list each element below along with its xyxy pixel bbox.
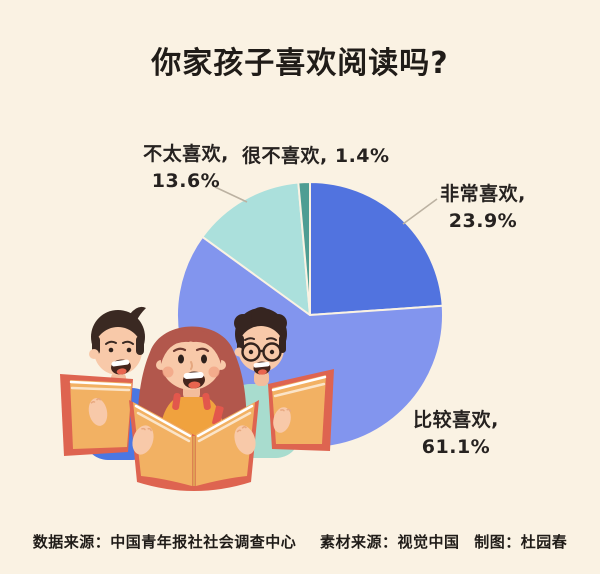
credit: 制图：杜园春: [474, 533, 568, 551]
boy-left-face: [94, 327, 142, 375]
pie-slice-not-at-all: [297, 180, 311, 316]
girl-fringe: [160, 329, 222, 364]
boy-left-book: [60, 374, 133, 456]
girl: [129, 326, 259, 491]
boy-right-book: [268, 369, 334, 451]
callout-not-at-all: 很不喜欢, 1.4%: [242, 143, 412, 170]
callout-not-really: 不太喜欢, 13.6%: [116, 141, 256, 195]
callout-not-really-label: 不太喜欢,: [143, 143, 229, 165]
callout-quite-like-value: 61.1%: [421, 436, 491, 458]
leader-line-very-much: [402, 198, 438, 225]
callout-very-much-value: 23.9%: [448, 210, 518, 232]
data-source: 数据来源：中国青年报社社会调查中心: [32, 533, 297, 551]
callout-very-much: 非常喜欢, 23.9%: [413, 181, 553, 235]
boy-left-hair-tuft: [130, 306, 146, 320]
girl-hand-left: [132, 425, 154, 455]
boy-left-ear: [89, 349, 99, 359]
boy-left-sideburn-r: [136, 336, 144, 355]
pie-slice-very-much: [309, 181, 444, 316]
boy-left: [60, 306, 156, 460]
boy-right-glasses: [241, 342, 282, 362]
pie-slice-not-really: [201, 181, 311, 316]
girl-strap-left: [172, 392, 181, 411]
girl-face-features: [162, 347, 220, 389]
source-credit-line: 数据来源：中国青年报社社会调查中心 素材来源：视觉中国 制图：杜园春: [0, 531, 600, 552]
boy-right-face-features: [244, 337, 277, 375]
callout-quite-like-label: 比较喜欢,: [413, 409, 499, 431]
boy-right-ear: [234, 347, 244, 357]
material-source: 素材来源：视觉中国: [319, 533, 460, 551]
girl-book-bookmark: [212, 405, 224, 426]
callout-not-really-value: 13.6%: [151, 170, 221, 192]
page-title: 你家孩子喜欢阅读吗?: [151, 46, 449, 81]
callout-quite-like: 比较喜欢, 61.1%: [396, 407, 516, 461]
girl-strap-right: [202, 392, 211, 411]
boy-right-neck: [254, 370, 269, 386]
girl-hand-right: [234, 425, 256, 455]
boy-left-hand: [88, 398, 108, 426]
boy-right-hand: [273, 407, 291, 433]
leader-line-not-really: [214, 186, 248, 203]
callout-not-at-all-label: 很不喜欢,: [242, 145, 328, 167]
callout-very-much-label: 非常喜欢,: [440, 183, 526, 205]
boy-left-face-features: [105, 340, 134, 375]
callout-not-at-all-value: 1.4%: [334, 145, 390, 167]
leader-lines: [214, 186, 438, 225]
girl-book: [129, 400, 259, 491]
children-reading-illustration: [60, 306, 334, 491]
